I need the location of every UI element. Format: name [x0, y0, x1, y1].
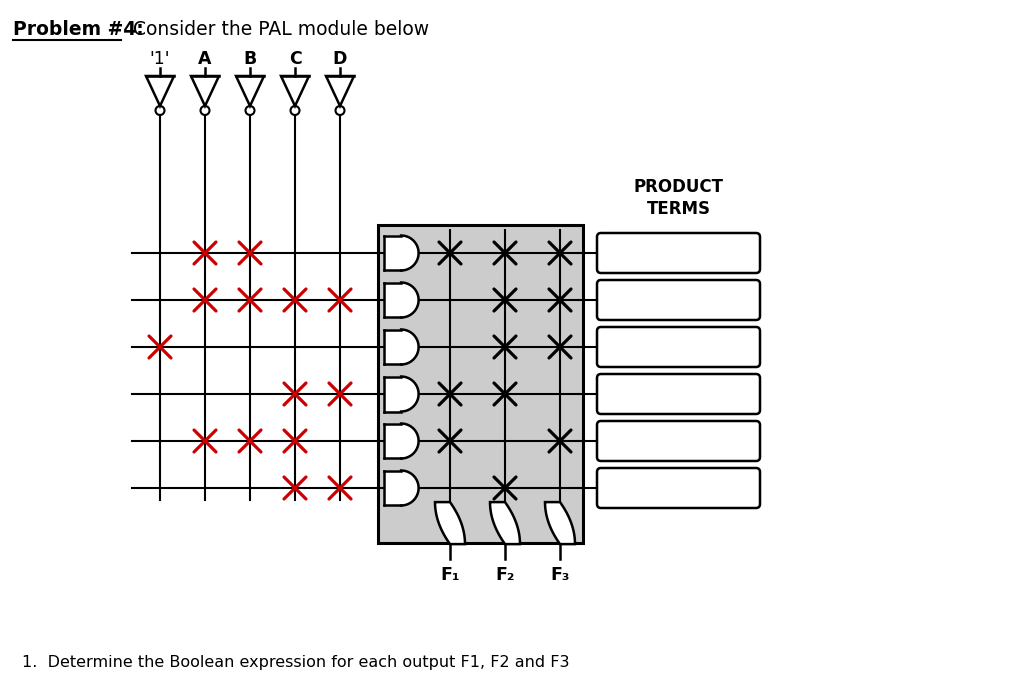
Polygon shape [545, 502, 575, 544]
FancyBboxPatch shape [597, 327, 760, 367]
Text: '1': '1' [150, 50, 170, 68]
Text: PRODUCT: PRODUCT [634, 178, 723, 196]
Text: TERMS: TERMS [647, 200, 711, 218]
Polygon shape [384, 424, 419, 459]
Polygon shape [384, 329, 419, 364]
FancyBboxPatch shape [597, 421, 760, 461]
Text: F₃: F₃ [550, 566, 570, 584]
FancyBboxPatch shape [597, 468, 760, 508]
Polygon shape [384, 376, 419, 412]
Text: B: B [243, 50, 257, 68]
Polygon shape [490, 502, 520, 544]
Text: Consider the PAL module below: Consider the PAL module below [121, 20, 429, 39]
Text: (2): (2) [619, 292, 644, 308]
Text: A: A [198, 50, 212, 68]
Text: F₂: F₂ [495, 566, 515, 584]
Polygon shape [384, 283, 419, 318]
Text: (5): (5) [619, 433, 643, 449]
Text: D: D [333, 50, 347, 68]
Text: (3): (3) [619, 339, 643, 355]
Text: C: C [289, 50, 301, 68]
FancyBboxPatch shape [597, 374, 760, 414]
Text: 1.  Determine the Boolean expression for each output F1, F2 and F3: 1. Determine the Boolean expression for … [22, 655, 570, 670]
FancyBboxPatch shape [378, 225, 583, 543]
Text: (1): (1) [619, 246, 643, 260]
Text: (4): (4) [619, 387, 643, 401]
Polygon shape [384, 235, 419, 271]
Text: Problem #4:: Problem #4: [13, 20, 144, 39]
Polygon shape [435, 502, 465, 544]
FancyBboxPatch shape [597, 280, 760, 320]
Text: (6): (6) [619, 480, 644, 496]
Polygon shape [384, 470, 419, 505]
FancyBboxPatch shape [597, 233, 760, 273]
Text: F₁: F₁ [441, 566, 460, 584]
